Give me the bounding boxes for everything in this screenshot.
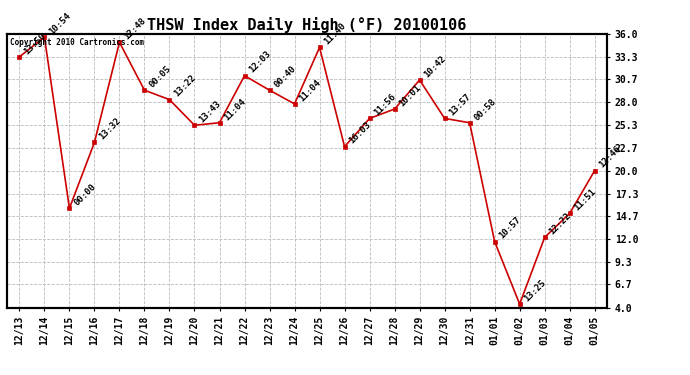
Text: 11:51: 11:51 xyxy=(573,187,598,213)
Text: 00:58: 00:58 xyxy=(473,97,497,122)
Text: 13:32: 13:32 xyxy=(97,116,123,142)
Text: 10:01: 10:01 xyxy=(397,83,423,108)
Text: 00:00: 00:00 xyxy=(72,182,97,207)
Text: 12:48: 12:48 xyxy=(122,16,148,42)
Text: 13:57: 13:57 xyxy=(447,92,473,118)
Text: 11:56: 11:56 xyxy=(373,92,397,118)
Text: 10:42: 10:42 xyxy=(422,54,448,79)
Text: 10:54: 10:54 xyxy=(47,11,72,36)
Text: Copyright 2010 Cartronics.com: Copyright 2010 Cartronics.com xyxy=(10,38,144,47)
Text: 12:46: 12:46 xyxy=(598,144,623,170)
Text: 10:57: 10:57 xyxy=(497,216,523,241)
Text: 13:22: 13:22 xyxy=(172,74,197,99)
Title: THSW Index Daily High (°F) 20100106: THSW Index Daily High (°F) 20100106 xyxy=(148,16,466,33)
Text: 13:25: 13:25 xyxy=(522,278,548,303)
Text: 11:04: 11:04 xyxy=(297,78,323,103)
Text: 12:03: 12:03 xyxy=(247,50,273,75)
Text: 00:40: 00:40 xyxy=(273,64,297,89)
Text: 00:05: 00:05 xyxy=(147,64,172,89)
Text: 13:50: 13:50 xyxy=(22,31,48,56)
Text: 11:40: 11:40 xyxy=(322,21,348,46)
Text: 12:22: 12:22 xyxy=(547,211,573,237)
Text: 16:03: 16:03 xyxy=(347,120,373,146)
Text: 13:43: 13:43 xyxy=(197,99,223,124)
Text: 11:04: 11:04 xyxy=(222,97,248,122)
